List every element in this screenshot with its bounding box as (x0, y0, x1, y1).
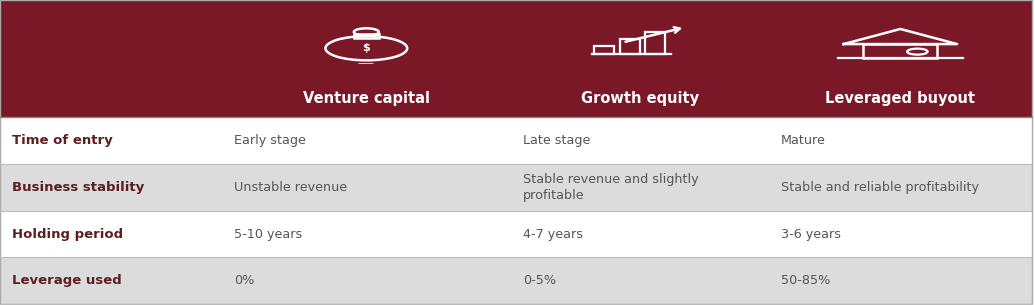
Text: Leverage used: Leverage used (12, 274, 122, 287)
Bar (620, 39, 640, 54)
Bar (354, 34, 379, 38)
Text: 4-7 years: 4-7 years (523, 228, 583, 241)
Bar (0, 164, 1032, 211)
Text: 5-10 years: 5-10 years (234, 228, 302, 241)
Text: Stable revenue and slightly
profitable: Stable revenue and slightly profitable (523, 173, 699, 202)
Text: Stable and reliable profitability: Stable and reliable profitability (781, 181, 979, 194)
Text: Business stability: Business stability (12, 181, 145, 194)
Text: $: $ (362, 43, 371, 53)
Text: Holding period: Holding period (12, 228, 123, 241)
Bar (0, 257, 1032, 304)
Bar (0, 117, 1032, 164)
Text: ——: —— (358, 59, 375, 68)
Text: Mature: Mature (781, 134, 826, 147)
Text: 0-5%: 0-5% (523, 274, 556, 287)
Text: Venture capital: Venture capital (303, 91, 430, 106)
Text: 3-6 years: 3-6 years (781, 228, 841, 241)
Bar (0, 0, 1032, 117)
Text: Unstable revenue: Unstable revenue (234, 181, 348, 194)
Text: 0%: 0% (234, 274, 255, 287)
Bar (646, 32, 666, 54)
Text: Late stage: Late stage (523, 134, 591, 147)
Bar (863, 44, 938, 58)
Text: Growth equity: Growth equity (581, 91, 699, 106)
Text: Leveraged buyout: Leveraged buyout (825, 91, 975, 106)
Bar (594, 46, 614, 54)
Bar (0, 211, 1032, 257)
Text: Early stage: Early stage (234, 134, 306, 147)
Text: Time of entry: Time of entry (12, 134, 113, 147)
Text: 50-85%: 50-85% (781, 274, 830, 287)
